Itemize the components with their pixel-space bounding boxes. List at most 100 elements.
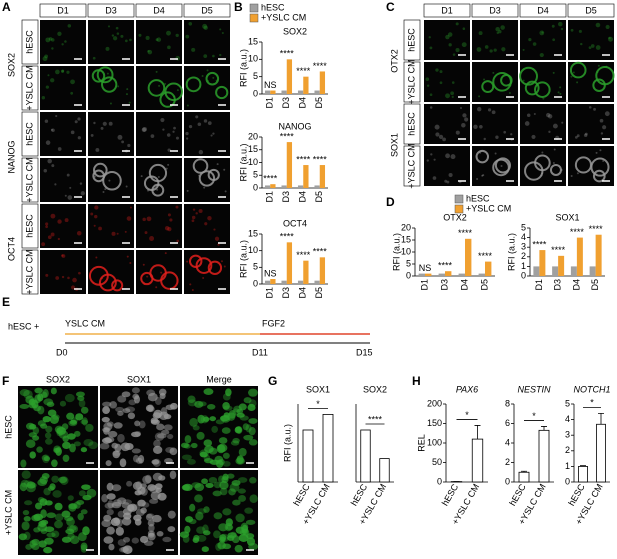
legend-swatch [454, 194, 464, 204]
speck [473, 124, 478, 130]
speck [532, 42, 537, 46]
y-axis-label: RFI (a.u.) [238, 143, 248, 181]
nucleus [199, 451, 208, 458]
nucleus [51, 475, 59, 483]
nucleus [123, 512, 132, 520]
speck [204, 222, 208, 226]
y-tick-label: 0 [253, 278, 258, 288]
x-tick-label: hESC [440, 482, 461, 508]
speck [166, 30, 171, 36]
speck [491, 110, 496, 115]
condition-label: hESC [406, 28, 416, 52]
y-tick-label: 3 [565, 430, 570, 440]
speck [143, 283, 146, 286]
speck [125, 185, 128, 188]
speck [439, 81, 443, 85]
speck [50, 38, 55, 42]
speck [45, 85, 49, 89]
speck [120, 34, 124, 38]
speck [41, 242, 46, 247]
y-tick-label: 10 [401, 246, 411, 256]
image-background [88, 66, 134, 110]
colony [494, 157, 511, 174]
micrograph [88, 204, 134, 248]
colony [192, 158, 209, 174]
speck [430, 153, 433, 156]
speck [93, 121, 96, 125]
nucleus [161, 429, 170, 435]
speck [111, 231, 116, 236]
significance: **** [296, 66, 311, 76]
legend-swatch [454, 204, 464, 214]
speck [583, 133, 588, 137]
speck [451, 95, 454, 99]
speck [54, 183, 57, 186]
nucleus [229, 483, 240, 492]
nucleus [150, 491, 161, 500]
nucleus [78, 399, 86, 408]
speck [158, 84, 161, 87]
speck [167, 45, 171, 50]
nucleus [106, 493, 116, 500]
significance: * [465, 410, 469, 420]
speck [212, 76, 215, 79]
micrograph [18, 386, 98, 468]
nucleus [46, 512, 56, 519]
micrograph [88, 20, 134, 64]
speck [64, 194, 67, 197]
y-axis-label: RFI (a.u.) [506, 233, 516, 271]
y-tick-label: 5 [406, 258, 411, 268]
speck [70, 130, 75, 135]
condition-box [403, 19, 421, 61]
nucleus [34, 502, 43, 510]
bar [570, 266, 577, 276]
nucleus [151, 459, 160, 465]
day-header-box [183, 3, 231, 18]
speck [108, 179, 111, 182]
bar [425, 273, 432, 276]
nucleus [224, 522, 233, 532]
speck [45, 140, 51, 145]
speck [479, 151, 482, 154]
nucleus [200, 415, 209, 424]
y-axis-label: RFI (a.u.) [391, 233, 401, 271]
day-header-box [87, 3, 135, 18]
speck [107, 25, 111, 28]
nucleus [203, 454, 211, 462]
day-header: D5 [585, 5, 597, 15]
condition-box [403, 103, 421, 145]
speck [142, 263, 145, 266]
speck [147, 50, 150, 53]
nucleus [170, 402, 178, 410]
speck [191, 288, 194, 291]
nucleus [101, 493, 108, 503]
nucleus [186, 458, 196, 465]
speck [217, 243, 220, 246]
condition-label: hESC [24, 122, 34, 146]
speck [69, 186, 72, 189]
nucleus [208, 447, 218, 455]
nucleus [49, 415, 59, 424]
significance: **** [296, 250, 311, 260]
speck [77, 136, 81, 140]
speck [206, 69, 209, 72]
speck [542, 97, 545, 100]
nucleus [45, 425, 53, 433]
image-background [88, 112, 134, 156]
day-header-box [519, 3, 567, 18]
colony [215, 85, 229, 100]
speck [445, 153, 450, 159]
nucleus [42, 388, 49, 398]
nucleus [64, 515, 74, 522]
speck [112, 36, 118, 41]
speck [191, 215, 196, 220]
speck [561, 121, 564, 124]
x-tick-label: D4 [298, 287, 308, 299]
panel-label: H [412, 374, 421, 388]
y-tick-label: 0 [253, 88, 258, 98]
speck [604, 111, 610, 117]
y-tick-label: 1 [565, 461, 570, 471]
micrograph [424, 146, 470, 186]
y-axis-label: RFI (a.u.) [238, 49, 248, 87]
